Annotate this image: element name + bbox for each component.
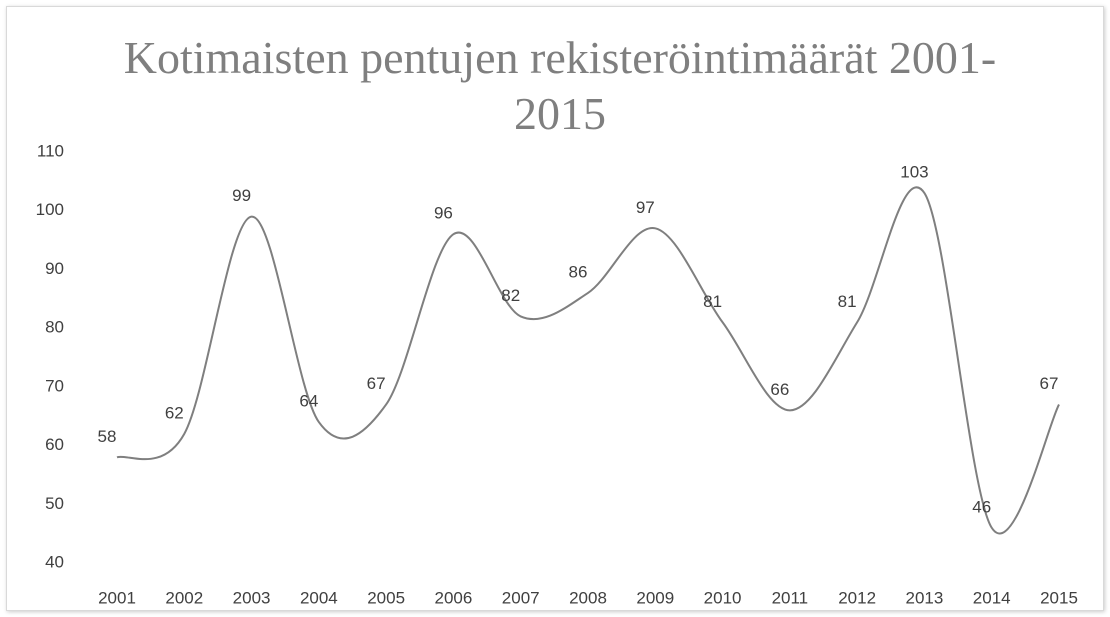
data-label: 64: [299, 392, 318, 411]
chart-title: Kotimaisten pentujen rekisteröintimäärät…: [123, 32, 997, 139]
y-tick-label: 60: [45, 435, 64, 454]
x-tick-label: 2013: [906, 588, 944, 607]
data-label: 81: [838, 292, 857, 311]
x-tick-label: 2011: [772, 588, 809, 607]
x-tick-label: 2003: [233, 588, 271, 607]
x-tick-label: 2014: [973, 588, 1011, 607]
data-label: 67: [1040, 374, 1059, 393]
data-label: 81: [703, 292, 722, 311]
x-tick-label: 2007: [502, 588, 540, 607]
data-line: [116, 186, 1060, 535]
x-tick-label: 2006: [435, 588, 473, 607]
y-tick-label: 90: [45, 259, 64, 278]
y-tick-label: 70: [45, 376, 64, 395]
y-tick-label: 50: [45, 494, 64, 513]
data-label: 46: [972, 497, 991, 516]
data-label: 97: [636, 198, 655, 217]
x-tick-label: 2008: [569, 588, 607, 607]
y-tick-label: 110: [37, 141, 64, 160]
data-label: 58: [98, 427, 117, 446]
data-label: 99: [232, 186, 251, 205]
data-label: 67: [367, 374, 386, 393]
x-tick-label: 2009: [636, 588, 674, 607]
data-label: 96: [434, 204, 453, 223]
y-tick-label: 80: [45, 318, 64, 337]
data-label: 86: [569, 262, 588, 281]
x-tick-label: 2004: [300, 588, 338, 607]
chart-frame: [6, 6, 1104, 611]
data-label: 66: [770, 380, 789, 399]
data-label: 103: [900, 163, 928, 182]
x-tick-label: 2010: [704, 588, 742, 607]
x-tick-label: 2001: [98, 588, 136, 607]
y-tick-label: 100: [36, 200, 64, 219]
x-tick-label: 2002: [165, 588, 203, 607]
x-tick-label: 2005: [367, 588, 405, 607]
y-tick-label: 40: [45, 552, 64, 571]
x-tick-label: 2012: [838, 588, 876, 607]
data-label: 82: [501, 286, 520, 305]
data-label: 62: [165, 403, 184, 422]
x-tick-label: 2015: [1040, 588, 1078, 607]
